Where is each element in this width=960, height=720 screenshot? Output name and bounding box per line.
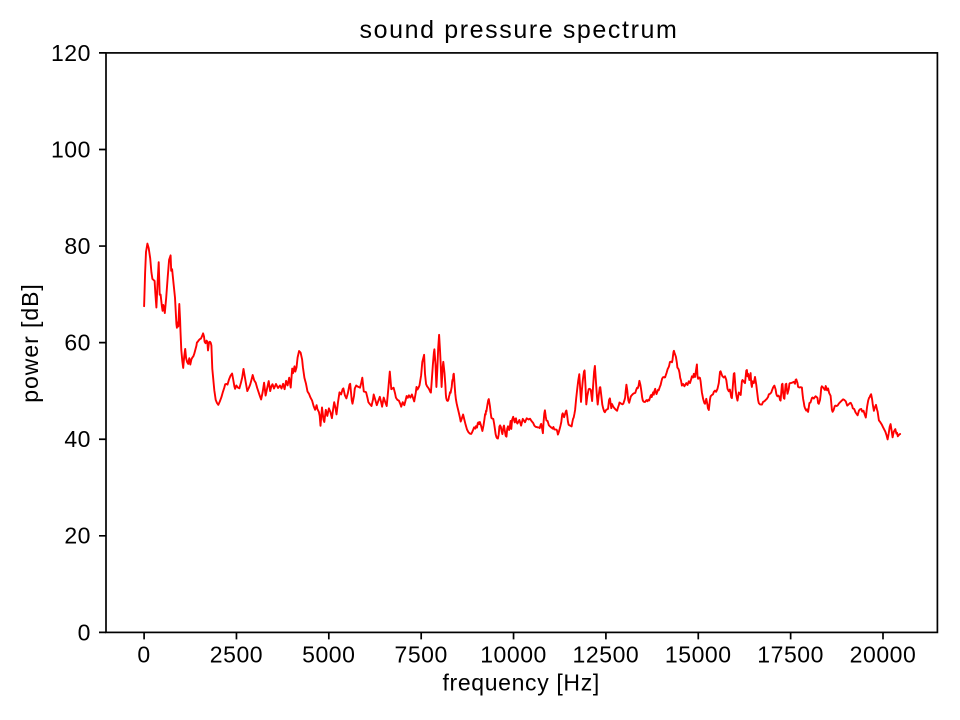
svg-text:frequency [Hz]: frequency [Hz] xyxy=(443,670,600,696)
svg-text:100: 100 xyxy=(51,136,91,162)
svg-text:12500: 12500 xyxy=(573,642,640,668)
svg-text:0: 0 xyxy=(78,619,91,645)
svg-text:15000: 15000 xyxy=(665,642,732,668)
svg-text:power [dB]: power [dB] xyxy=(17,283,43,402)
svg-text:sound pressure spectrum: sound pressure spectrum xyxy=(360,16,679,44)
svg-text:5000: 5000 xyxy=(302,642,355,668)
svg-text:120: 120 xyxy=(51,40,91,66)
svg-text:40: 40 xyxy=(64,426,91,452)
svg-text:7500: 7500 xyxy=(395,642,448,668)
svg-text:80: 80 xyxy=(64,233,91,259)
svg-text:17500: 17500 xyxy=(757,642,824,668)
svg-text:10000: 10000 xyxy=(480,642,547,668)
svg-text:20000: 20000 xyxy=(850,642,917,668)
svg-text:2500: 2500 xyxy=(210,642,263,668)
svg-text:20: 20 xyxy=(64,523,91,549)
svg-text:0: 0 xyxy=(137,642,150,668)
svg-text:60: 60 xyxy=(64,330,91,356)
